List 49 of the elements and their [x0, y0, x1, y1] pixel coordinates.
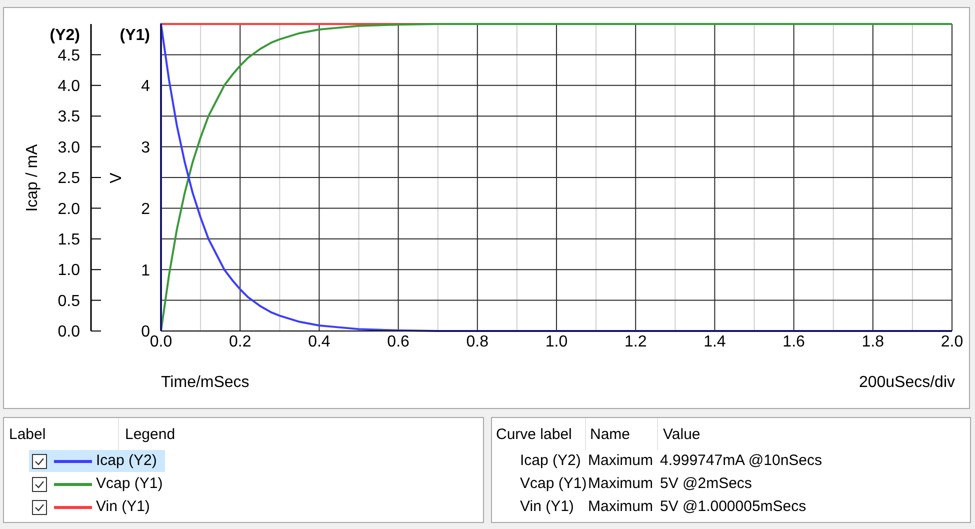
x-tick-label: 0.8: [466, 333, 489, 350]
y-tick-label: 4: [141, 78, 150, 96]
y2-tick-label: 1.0: [58, 262, 80, 280]
text: 4.999747mA @10nSecs: [660, 452, 822, 469]
x-tick-label: 1.8: [862, 333, 884, 350]
text: Legend: [125, 426, 176, 443]
y-axis-title: V: [108, 172, 126, 183]
text: Vcap (Y1): [520, 475, 587, 492]
y2-tick-label: 0.5: [58, 292, 80, 310]
text: Value: [663, 426, 700, 443]
x-axis-title: Time/mSecs: [161, 374, 250, 392]
legend-label: Vcap (Y1): [96, 475, 163, 492]
y2-tick-label: 3.5: [58, 108, 80, 126]
y2-tick-label: 2.5: [58, 170, 80, 188]
y2-tick-label: 2.0: [58, 200, 80, 218]
y2-tick-label: 1.5: [58, 232, 80, 248]
y2-tick-label: 3.0: [58, 139, 80, 156]
text: 5V @1.000005mSecs: [660, 498, 806, 515]
text: 5V @2mSecs: [660, 475, 752, 492]
text: Maximum: [588, 498, 654, 515]
legend-label: Vin (Y1): [96, 498, 150, 515]
y-tick-label: 0: [141, 324, 150, 341]
x-tick-label: 0.0: [150, 333, 172, 350]
y-tick-label: 2: [141, 200, 150, 218]
text: (Y2): [50, 27, 80, 45]
x-tick-label: 1.4: [704, 333, 726, 350]
x-tick-label: 2.0: [940, 333, 964, 350]
x-tick-label: 1.2: [624, 333, 647, 350]
y2-tick-label: 4.5: [58, 47, 80, 64]
legend-label: Icap (Y2): [96, 452, 157, 469]
x-tick-label: 1.6: [782, 333, 806, 350]
x-tick-label: 0.6: [387, 333, 410, 350]
legend-title: Label: [9, 426, 46, 443]
text: Maximum: [588, 475, 654, 492]
text: 200uSecs/div: [858, 374, 955, 392]
line-series: [160, 23, 953, 332]
text: Name: [590, 426, 630, 443]
y2-tick-label: 4.0: [58, 78, 80, 95]
y-tick-label: 3: [141, 139, 150, 156]
y-tick-label: 1: [141, 262, 150, 280]
text: Maximum: [588, 452, 654, 469]
x-tick-label: 0.2: [228, 333, 252, 350]
text: Icap (Y2): [520, 452, 581, 469]
text: (Y1): [120, 27, 150, 45]
x-tick-label: 0.4: [308, 333, 330, 350]
text: Curve label: [496, 426, 572, 443]
x-tick-label: 1.0: [545, 333, 568, 350]
text: Vin (Y1): [520, 498, 574, 515]
y2-axis-title: Icap / mA: [24, 144, 42, 212]
